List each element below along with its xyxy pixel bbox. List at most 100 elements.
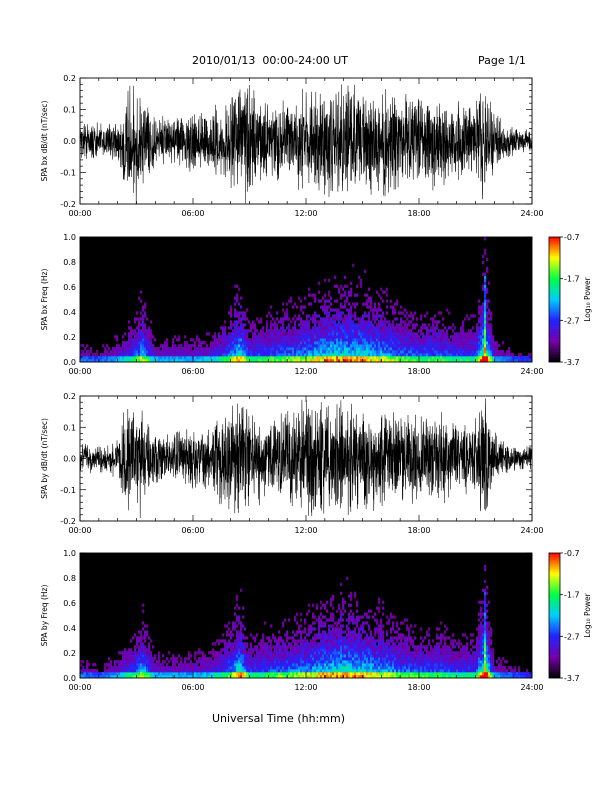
heatmap-cell bbox=[360, 642, 363, 646]
heatmap-cell bbox=[256, 350, 259, 354]
heatmap-cell bbox=[212, 359, 215, 363]
heatmap-cell bbox=[234, 654, 237, 658]
heatmap-cell bbox=[304, 675, 307, 679]
heatmap-cell bbox=[168, 672, 171, 676]
heatmap-cell bbox=[142, 320, 145, 324]
heatmap-cell bbox=[150, 350, 153, 354]
heatmap-cell bbox=[286, 338, 289, 342]
heatmap-cell bbox=[486, 320, 489, 324]
heatmap-cell bbox=[480, 308, 483, 312]
heatmap-cell bbox=[364, 320, 367, 324]
heatmap-cell bbox=[146, 356, 149, 360]
heatmap-cell bbox=[316, 332, 319, 336]
heatmap-cell bbox=[330, 597, 333, 601]
heatmap-cell bbox=[258, 338, 261, 342]
heatmap-cell bbox=[254, 353, 257, 357]
heatmap-cell bbox=[372, 314, 375, 318]
heatmap-cell bbox=[112, 666, 115, 670]
heatmap-cell bbox=[330, 636, 333, 640]
heatmap-cell bbox=[340, 627, 343, 631]
heatmap-cell bbox=[356, 603, 359, 607]
heatmap-cell bbox=[292, 347, 295, 351]
heatmap-cell bbox=[384, 323, 387, 327]
heatmap-cell bbox=[392, 347, 395, 351]
heatmap-cell bbox=[318, 329, 321, 333]
heatmap-cell bbox=[368, 296, 371, 300]
heatmap-cell bbox=[352, 621, 355, 625]
heatmap-cell bbox=[328, 332, 331, 336]
heatmap-cell bbox=[312, 338, 315, 342]
heatmap-cell bbox=[226, 654, 229, 658]
heatmap-cell bbox=[198, 341, 201, 345]
heatmap-cell bbox=[332, 308, 335, 312]
heatmap-cell bbox=[180, 347, 183, 351]
heatmap-cell bbox=[324, 353, 327, 357]
heatmap-cell bbox=[262, 636, 265, 640]
heatmap-cell bbox=[348, 314, 351, 318]
heatmap-cell bbox=[278, 341, 281, 345]
heatmap-cell bbox=[260, 660, 263, 664]
heatmap-cell bbox=[378, 332, 381, 336]
heatmap-cell bbox=[382, 654, 385, 658]
colorbar-segment bbox=[549, 239, 560, 242]
heatmap-cell bbox=[200, 347, 203, 351]
heatmap-cell bbox=[414, 350, 417, 354]
heatmap-cell bbox=[390, 353, 393, 357]
heatmap-cell bbox=[270, 341, 273, 345]
heatmap-cell bbox=[130, 353, 133, 357]
heatmap-cell bbox=[368, 675, 371, 679]
heatmap-cell bbox=[354, 356, 357, 360]
heatmap-cell bbox=[274, 344, 277, 348]
heatmap-cell bbox=[310, 639, 313, 643]
heatmap-cell bbox=[384, 317, 387, 321]
heatmap-cell bbox=[124, 663, 127, 667]
heatmap-cell bbox=[514, 356, 517, 360]
heatmap-cell bbox=[332, 314, 335, 318]
heatmap-cell bbox=[466, 332, 469, 336]
heatmap-cell bbox=[214, 672, 217, 676]
heatmap-cell bbox=[390, 332, 393, 336]
heatmap-cell bbox=[236, 341, 239, 345]
heatmap-cell bbox=[352, 359, 355, 363]
heatmap-cell bbox=[422, 326, 425, 330]
heatmap-cell bbox=[228, 663, 231, 667]
heatmap-cell bbox=[284, 317, 287, 321]
heatmap-cell bbox=[322, 675, 325, 679]
heatmap-cell bbox=[366, 323, 369, 327]
heatmap-cell bbox=[338, 651, 341, 655]
heatmap-cell bbox=[274, 663, 277, 667]
heatmap-cell bbox=[314, 660, 317, 664]
heatmap-cell bbox=[366, 612, 369, 616]
heatmap-cell bbox=[190, 669, 193, 673]
heatmap-cell bbox=[370, 353, 373, 357]
heatmap-cell bbox=[290, 663, 293, 667]
heatmap-cell bbox=[264, 651, 267, 655]
heatmap-cell bbox=[326, 648, 329, 652]
heatmap-cell bbox=[430, 338, 433, 342]
heatmap-cell bbox=[376, 660, 379, 664]
heatmap-cell bbox=[94, 353, 97, 357]
heatmap-cell bbox=[242, 669, 245, 673]
heatmap-cell bbox=[368, 317, 371, 321]
heatmap-cell bbox=[520, 356, 523, 360]
heatmap-cell bbox=[302, 335, 305, 339]
heatmap-cell bbox=[340, 335, 343, 339]
heatmap-cell bbox=[124, 332, 127, 336]
heatmap-cell bbox=[264, 660, 267, 664]
heatmap-cell bbox=[354, 621, 357, 625]
heatmap-cell bbox=[126, 657, 129, 661]
heatmap-cell bbox=[330, 645, 333, 649]
heatmap-cell bbox=[356, 618, 359, 622]
heatmap-cell bbox=[376, 645, 379, 649]
heatmap-cell bbox=[350, 675, 353, 679]
heatmap-cell bbox=[348, 341, 351, 345]
x-tick-label: 06:00 bbox=[181, 526, 204, 535]
heatmap-cell bbox=[228, 359, 231, 363]
heatmap-cell bbox=[360, 636, 363, 640]
heatmap-cell bbox=[144, 654, 147, 658]
heatmap-cell bbox=[306, 323, 309, 327]
heatmap-cell bbox=[374, 356, 377, 360]
heatmap-cell bbox=[266, 314, 269, 318]
heatmap-cell bbox=[356, 672, 359, 676]
heatmap-cell bbox=[320, 633, 323, 637]
